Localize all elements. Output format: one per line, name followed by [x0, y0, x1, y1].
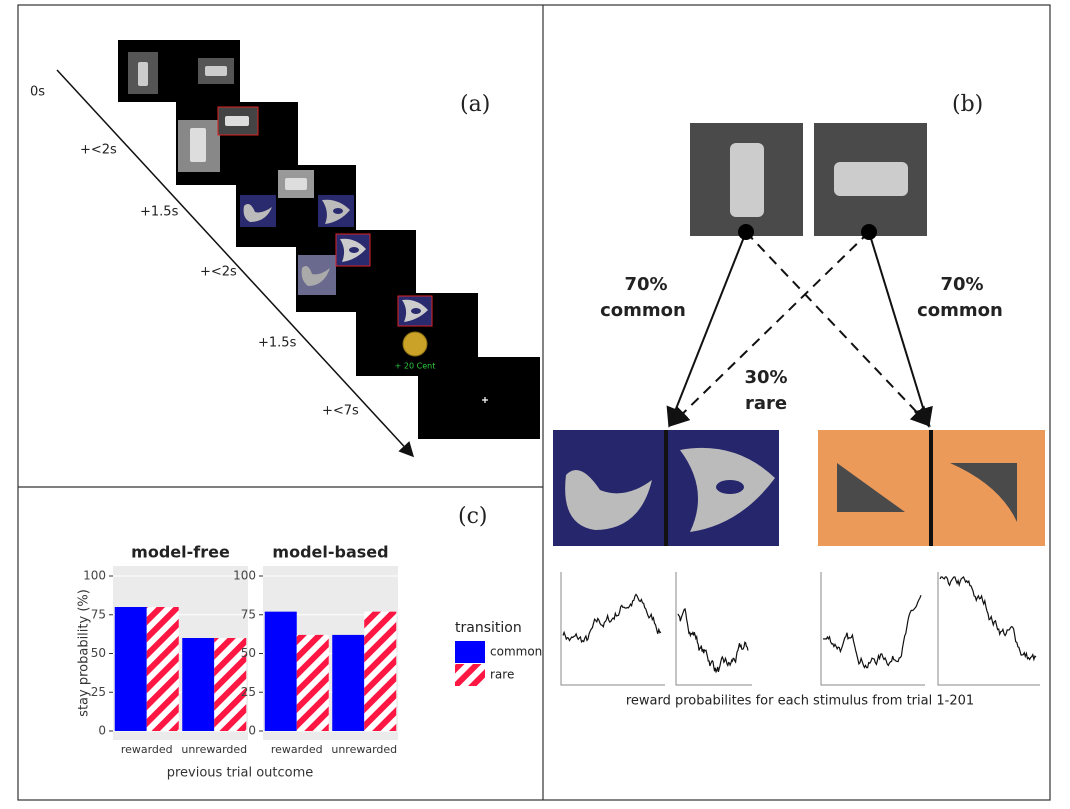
panel-label: (b) — [952, 92, 983, 117]
bar — [214, 638, 247, 731]
prob-label: common — [600, 300, 686, 321]
time-label: +<7s — [322, 404, 359, 419]
frame — [17, 4, 1051, 801]
legend-swatch — [455, 664, 485, 686]
bar — [146, 607, 179, 731]
legend-title: transition — [455, 620, 522, 636]
time-label: +1.5s — [140, 205, 179, 220]
prob-label: rare — [745, 393, 787, 414]
y-tick-label: 100 — [233, 569, 256, 583]
y-tick-label: 50 — [241, 646, 256, 660]
caption: reward probabilites for each stimulus fr… — [626, 694, 974, 709]
y-tick-label: 0 — [248, 724, 256, 738]
y-axis-label: stay probability (%) — [77, 589, 92, 717]
bar — [364, 611, 397, 731]
transitions — [666, 231, 933, 428]
legend-label: rare — [490, 668, 514, 682]
y-tick-label: 75 — [241, 607, 256, 621]
axis — [675, 572, 752, 686]
walk-line — [562, 593, 662, 644]
walk-line — [677, 607, 749, 674]
walk-line — [939, 576, 1037, 662]
feedback-text: + 20 Cent — [395, 362, 436, 371]
bar — [114, 607, 147, 731]
panel-label: (c) — [458, 504, 488, 529]
y-tick-label: 25 — [91, 685, 106, 699]
y-tick-label: 0 — [98, 724, 106, 738]
x-tick-label: unrewarded — [181, 743, 247, 756]
time-label: 0s — [30, 85, 45, 100]
bar — [296, 634, 329, 731]
x-tick-label: rewarded — [121, 743, 173, 756]
time-label: +<2s — [80, 143, 117, 158]
time-arrow — [56, 69, 415, 458]
prob-label: 30% — [744, 367, 787, 388]
node — [861, 224, 877, 240]
axis — [820, 572, 925, 686]
screens — [118, 40, 540, 439]
bar — [264, 611, 297, 731]
panel-label: (a) — [460, 92, 490, 117]
prob-label: 70% — [624, 274, 667, 295]
prob-label: common — [917, 300, 1003, 321]
time-labels: 0s +<2s +1.5s +<2s +1.5s +<7s — [30, 85, 359, 419]
legend-swatch — [455, 641, 485, 663]
y-tick-label: 100 — [83, 569, 106, 583]
time-label: +<2s — [200, 265, 237, 280]
y-tick-label: 50 — [91, 646, 106, 660]
bar — [332, 634, 365, 731]
axis — [937, 572, 1040, 686]
node — [738, 224, 754, 240]
legend-label: common — [490, 645, 542, 659]
y-tick-label: 25 — [241, 685, 256, 699]
x-tick-label: unrewarded — [331, 743, 397, 756]
time-label: +1.5s — [258, 336, 297, 351]
walk-line — [822, 594, 922, 669]
chart-title: model-free — [131, 543, 230, 562]
x-tick-label: rewarded — [271, 743, 323, 756]
stage1 — [690, 123, 927, 236]
axis — [560, 572, 665, 686]
stage2 — [553, 430, 1045, 546]
bar — [182, 638, 215, 731]
y-tick-label: 75 — [91, 607, 106, 621]
prob-label: 70% — [940, 274, 983, 295]
x-axis-label: previous trial outcome — [167, 766, 314, 781]
reward-walks — [560, 572, 1040, 686]
chart-title: model-based — [272, 543, 388, 562]
